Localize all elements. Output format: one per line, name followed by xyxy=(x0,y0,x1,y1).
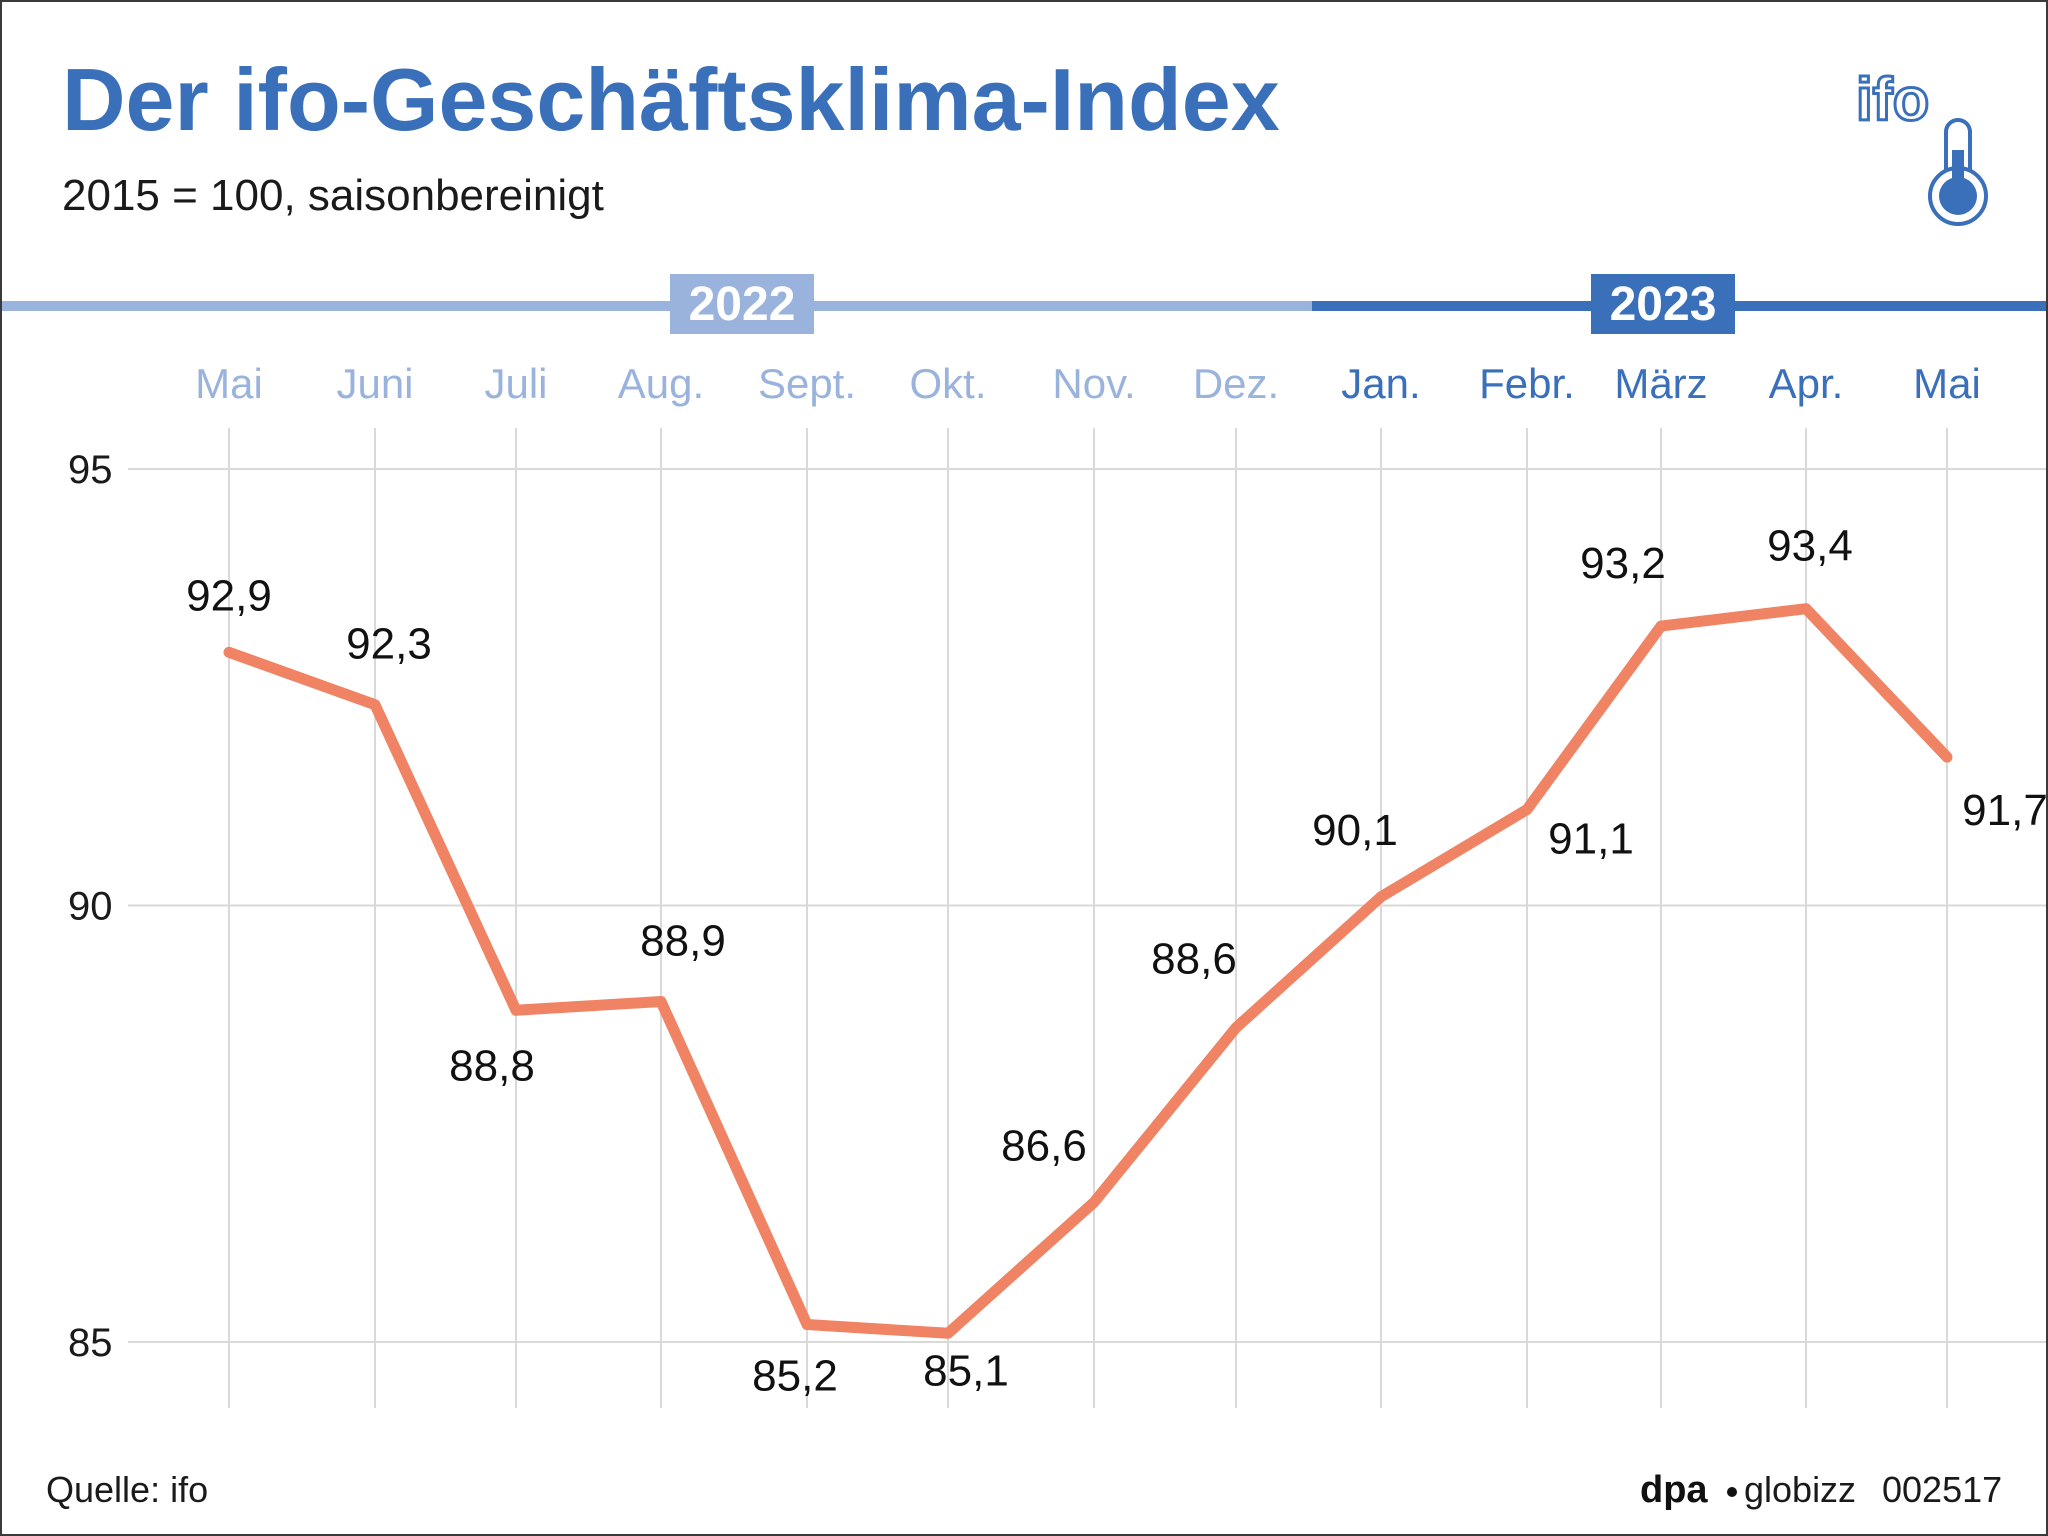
chart-title: Der ifo-Geschäftsklima-Index xyxy=(62,50,1280,149)
credit-product: globizz xyxy=(1744,1469,1856,1510)
index-series-line xyxy=(223,603,1953,1339)
data-label: 85,1 xyxy=(923,1346,1009,1395)
month-label: Juli xyxy=(484,360,547,407)
data-label: 88,8 xyxy=(449,1041,535,1090)
month-label: Febr. xyxy=(1479,360,1575,407)
ifo-logo-text: ifo xyxy=(1856,66,1929,133)
month-label: Sept. xyxy=(758,360,856,407)
month-label: Apr. xyxy=(1769,360,1844,407)
chart-subtitle: 2015 = 100, saisonbereinigt xyxy=(62,171,604,220)
y-tick-label: 95 xyxy=(68,448,113,492)
month-axis: Mai Juni Juli Aug. Sept. Okt. Nov. Dez. Jan. Febr… xyxy=(195,360,1981,407)
year-label-2022: 2022 xyxy=(689,278,796,331)
month-label: Okt. xyxy=(909,360,986,407)
month-label: Mai xyxy=(195,360,263,407)
year-label-2023: 2023 xyxy=(1610,278,1717,331)
month-label: Juni xyxy=(336,360,413,407)
credit: dpa globizz 002517 xyxy=(1640,1469,2002,1511)
data-label: 93,4 xyxy=(1767,522,1853,571)
year-band: 2022 2023 xyxy=(2,274,2046,334)
month-label: Jan. xyxy=(1341,360,1420,407)
month-label: Dez. xyxy=(1193,360,1279,407)
graphic-id: 002517 xyxy=(1882,1469,2002,1510)
y-tick-label: 85 xyxy=(68,1321,113,1365)
source-text: Quelle: ifo xyxy=(46,1469,208,1510)
data-label: 90,1 xyxy=(1312,806,1398,855)
chart-grid xyxy=(128,428,2046,1408)
data-label: 88,9 xyxy=(640,917,726,966)
month-label: Mai xyxy=(1913,360,1981,407)
data-label: 92,9 xyxy=(186,571,272,620)
year-badge-2022 xyxy=(670,274,814,334)
series-layer xyxy=(223,603,1953,1339)
month-label: Aug. xyxy=(618,360,704,407)
y-tick-label: 90 xyxy=(68,885,113,929)
data-label: 93,2 xyxy=(1580,539,1666,588)
data-label-layer: 92,9 92,3 88,8 88,9 85,2 85,1 86,6 88,6 90,1 91,1… xyxy=(186,522,2048,1401)
year-badge-2023 xyxy=(1591,274,1735,334)
y-axis: 85 90 95 xyxy=(68,448,113,1365)
data-label: 86,6 xyxy=(1001,1121,1087,1170)
data-label: 92,3 xyxy=(346,620,432,669)
thermometer-icon xyxy=(1928,118,1988,226)
data-label: 85,2 xyxy=(752,1352,838,1401)
credit-dot-icon xyxy=(1727,1487,1737,1497)
month-label: März xyxy=(1614,360,1707,407)
month-label: Nov. xyxy=(1052,360,1135,407)
ifo-logo: ifo xyxy=(1855,65,1988,226)
data-label: 91,1 xyxy=(1548,814,1634,863)
credit-brand: dpa xyxy=(1640,1469,1708,1511)
data-label: 91,7 xyxy=(1962,786,2048,835)
data-label: 88,6 xyxy=(1151,935,1237,984)
